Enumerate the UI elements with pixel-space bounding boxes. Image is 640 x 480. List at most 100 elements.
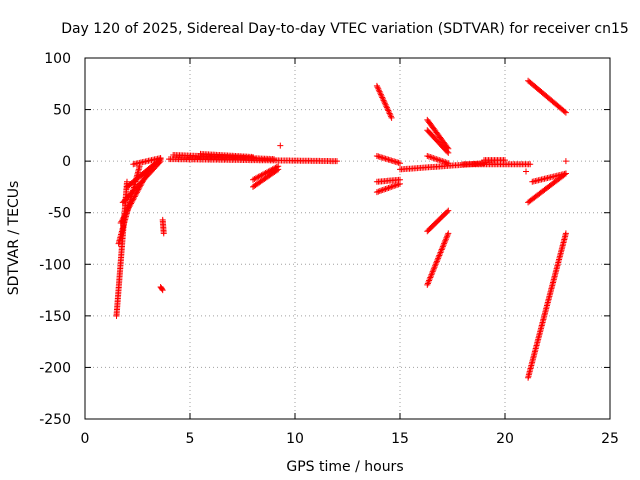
data-point xyxy=(434,256,441,263)
data-point xyxy=(157,155,164,162)
data-point xyxy=(382,101,389,108)
data-point xyxy=(160,230,167,237)
data-point xyxy=(424,281,431,288)
data-point xyxy=(374,84,381,91)
data-point xyxy=(262,170,269,177)
data-point xyxy=(378,187,385,194)
data-point xyxy=(444,231,451,238)
data-point xyxy=(440,242,447,249)
data-point xyxy=(141,175,148,182)
data-point xyxy=(426,276,433,283)
data-point xyxy=(430,265,437,272)
data-point xyxy=(502,157,508,164)
data-point xyxy=(429,270,436,277)
data-point xyxy=(425,278,432,285)
data-point xyxy=(392,182,399,189)
data-point xyxy=(427,274,434,281)
data-point xyxy=(379,187,386,194)
data-point xyxy=(124,207,131,214)
data-point xyxy=(272,164,279,171)
data-point xyxy=(444,208,451,215)
data-point xyxy=(391,182,398,189)
data-point xyxy=(561,108,568,115)
data-point xyxy=(143,171,150,178)
data-point xyxy=(424,152,431,159)
data-point xyxy=(255,173,262,180)
data-point xyxy=(383,103,390,110)
data-point xyxy=(139,179,146,186)
data-point xyxy=(523,168,529,175)
data-point xyxy=(443,234,450,241)
data-point xyxy=(444,233,451,240)
x-tick-label: 0 xyxy=(81,431,90,447)
data-point xyxy=(136,185,143,192)
data-point xyxy=(442,236,449,243)
data-point xyxy=(254,174,261,181)
y-tick-label: 0 xyxy=(62,154,71,170)
data-point xyxy=(128,199,135,206)
data-point xyxy=(387,113,394,120)
x-tick-label: 10 xyxy=(286,431,304,447)
data-point xyxy=(334,158,340,165)
data-point xyxy=(385,184,392,191)
data-point xyxy=(134,187,141,194)
data-point xyxy=(264,169,270,176)
data-point xyxy=(126,203,133,210)
data-point xyxy=(122,211,129,218)
data-point xyxy=(140,176,147,183)
data-point xyxy=(117,220,124,227)
data-point xyxy=(375,87,382,94)
data-point xyxy=(394,181,401,188)
data-point xyxy=(436,252,443,259)
data-point xyxy=(436,157,443,164)
data-point xyxy=(132,192,139,199)
data-point xyxy=(389,183,396,190)
data-points xyxy=(113,77,569,381)
data-point xyxy=(386,184,393,191)
data-point xyxy=(381,100,388,107)
data-point xyxy=(430,155,437,162)
data-point xyxy=(121,213,128,220)
data-point xyxy=(124,178,130,185)
data-point xyxy=(135,186,142,193)
x-axis-title: GPS time / hours xyxy=(286,459,403,475)
data-point xyxy=(123,208,130,215)
data-point xyxy=(128,200,135,207)
x-tick-label: 5 xyxy=(186,431,195,447)
y-tick-label: -200 xyxy=(39,360,71,376)
x-tick-label: 15 xyxy=(391,431,409,447)
data-point xyxy=(129,197,136,204)
data-point xyxy=(432,262,439,269)
data-point xyxy=(385,109,392,116)
data-point xyxy=(445,160,452,167)
data-point xyxy=(438,248,445,255)
data-point xyxy=(562,158,569,165)
data-point xyxy=(259,171,266,178)
data-point xyxy=(127,201,134,208)
data-point xyxy=(142,172,149,179)
data-point xyxy=(427,154,434,161)
data-point xyxy=(373,82,380,89)
data-point xyxy=(138,181,145,188)
chart-title: Day 120 of 2025, Sidereal Day-to-day VTE… xyxy=(61,21,629,37)
data-point xyxy=(271,156,277,163)
data-point xyxy=(133,190,140,197)
data-point xyxy=(130,194,137,201)
data-point xyxy=(435,255,442,262)
data-point xyxy=(373,189,380,196)
data-point xyxy=(445,149,452,156)
data-point xyxy=(439,243,446,250)
data-point xyxy=(395,181,402,188)
data-point xyxy=(424,280,431,287)
data-point xyxy=(137,182,144,189)
data-point xyxy=(250,154,256,161)
y-tick-label: -150 xyxy=(39,309,71,325)
data-point xyxy=(433,156,440,163)
x-tick-label: 20 xyxy=(496,431,514,447)
data-point xyxy=(434,156,441,163)
data-point xyxy=(251,175,258,182)
data-point xyxy=(441,239,448,246)
data-point xyxy=(397,180,403,187)
y-tick-label: -250 xyxy=(39,412,71,428)
